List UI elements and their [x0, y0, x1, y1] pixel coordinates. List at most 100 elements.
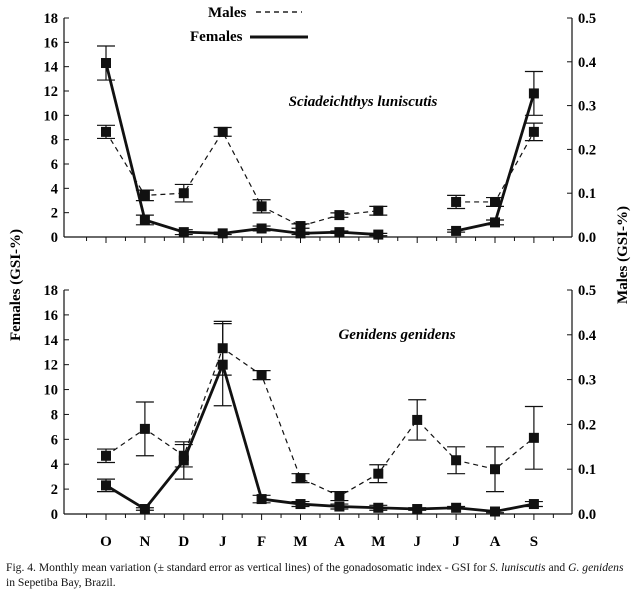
data-point-males	[295, 221, 306, 232]
right-axis-title: Males (GSI-%)	[615, 206, 631, 304]
series-line-females	[105, 360, 535, 513]
data-point-males	[528, 126, 539, 137]
left-tick-label: 12	[44, 84, 59, 100]
right-tick-label: 0.1	[578, 186, 596, 202]
month-label: M	[293, 534, 307, 550]
data-point-females	[101, 480, 111, 491]
left-tick-label: 18	[44, 283, 59, 299]
left-tick-label: 6	[51, 157, 58, 173]
data-point-males	[178, 450, 189, 461]
data-point-females	[139, 214, 150, 225]
left-tick-label: 14	[44, 333, 59, 349]
data-point-females	[334, 227, 345, 238]
data-point-females	[412, 504, 423, 515]
chart-panel-2: 0 2 4 6 8 10 12 14 16 18 0.0 0.1 0.2 0.3 0.4 0.5 Geniden…	[44, 283, 597, 523]
data-point-females	[373, 502, 384, 513]
panel-title: Sciadeichthys luniscutis	[289, 94, 438, 110]
left-tick-label: 0	[51, 507, 58, 523]
data-point-males	[528, 432, 539, 443]
data-point-females	[139, 504, 150, 515]
data-point-females	[451, 502, 462, 513]
legend: Males Females	[190, 5, 308, 45]
caption-text-2: and	[545, 561, 569, 574]
right-tick-label: 0.0	[578, 230, 596, 246]
data-point-females	[373, 229, 384, 240]
right-tick-label: 0.0	[578, 507, 596, 523]
data-point-males	[256, 201, 267, 212]
right-tick-label: 0.3	[578, 99, 596, 115]
right-tick-label: 0.5	[578, 283, 596, 299]
data-point-males	[373, 205, 384, 216]
right-tick-label: 0.4	[578, 328, 596, 344]
data-point-females	[178, 227, 189, 238]
data-point-males	[178, 188, 189, 199]
series-line-males	[105, 347, 535, 497]
month-label: F	[257, 534, 266, 550]
series-line-females	[104, 62, 379, 236]
right-tick-label: 0.5	[578, 11, 596, 27]
data-point-males	[139, 423, 150, 434]
data-point-males	[490, 464, 500, 475]
month-label: J	[413, 534, 421, 550]
left-tick-label: 16	[44, 308, 59, 324]
left-tick-label: 4	[51, 181, 58, 197]
series-males	[97, 320, 543, 502]
data-point-males	[139, 190, 150, 201]
data-point-males	[256, 370, 267, 381]
data-point-males	[373, 468, 384, 479]
data-point-males	[412, 414, 423, 425]
caption-text-1: Fig. 4. Monthly mean variation (± standa…	[6, 561, 490, 574]
data-point-females	[256, 494, 267, 505]
caption-species-1: S. luniscutis	[489, 561, 546, 574]
caption-species-2: G. genidens	[568, 561, 624, 574]
left-tick-label: 18	[44, 11, 59, 27]
left-tick-label: 4	[51, 457, 58, 473]
data-point-females	[528, 499, 539, 510]
data-point-females	[451, 225, 462, 236]
right-tick-label: 0.3	[578, 373, 596, 389]
data-point-females	[490, 217, 500, 228]
left-tick-label: 10	[44, 383, 59, 399]
data-point-females	[101, 58, 111, 69]
data-point-females	[528, 88, 539, 99]
data-point-males	[451, 196, 462, 207]
panel-title: Genidens genidens	[338, 327, 455, 343]
left-tick-label: 16	[44, 35, 59, 51]
series-females	[97, 45, 543, 240]
legend-females-label: Females	[190, 29, 243, 45]
left-tick-label: 10	[44, 108, 59, 124]
left-tick-label: 6	[51, 432, 58, 448]
caption-text-3: in Sepetiba Bay, Brazil.	[6, 576, 116, 589]
data-point-females	[490, 506, 500, 517]
legend-males-label: Males	[208, 5, 246, 21]
right-tick-label: 0.2	[578, 417, 596, 433]
month-label: N	[139, 534, 150, 550]
month-label: S	[530, 534, 538, 550]
right-tick-label: 0.4	[578, 55, 596, 71]
gsi-figure: 0 2 4 6 8 10 12 14 16 18 0.0 0.1 0.2 0.3 0.4 0.5 Sciadei…	[8, 5, 631, 550]
month-label: J	[219, 534, 227, 550]
left-tick-label: 14	[44, 60, 59, 76]
left-tick-label: 8	[51, 407, 58, 423]
right-tick-label: 0.1	[578, 462, 596, 478]
data-point-males	[217, 126, 228, 137]
data-point-males	[451, 455, 462, 466]
month-label: M	[371, 534, 385, 550]
data-point-females	[334, 501, 345, 512]
data-point-males	[217, 343, 228, 354]
figure-caption: Fig. 4. Monthly mean variation (± standa…	[6, 560, 634, 590]
series-males	[97, 122, 543, 232]
left-tick-label: 2	[51, 206, 58, 222]
month-label: J	[452, 534, 460, 550]
data-point-males	[334, 210, 345, 221]
data-point-females	[256, 223, 267, 234]
data-point-females	[217, 228, 228, 239]
series-line-females	[455, 93, 536, 233]
data-point-females	[295, 228, 306, 239]
data-point-males	[101, 450, 111, 461]
left-axis-title: Females (GSI-%)	[8, 229, 24, 341]
series-line-males	[456, 131, 535, 203]
data-point-males	[334, 491, 345, 502]
series-line-males	[105, 130, 379, 227]
left-tick-label: 2	[51, 482, 58, 498]
